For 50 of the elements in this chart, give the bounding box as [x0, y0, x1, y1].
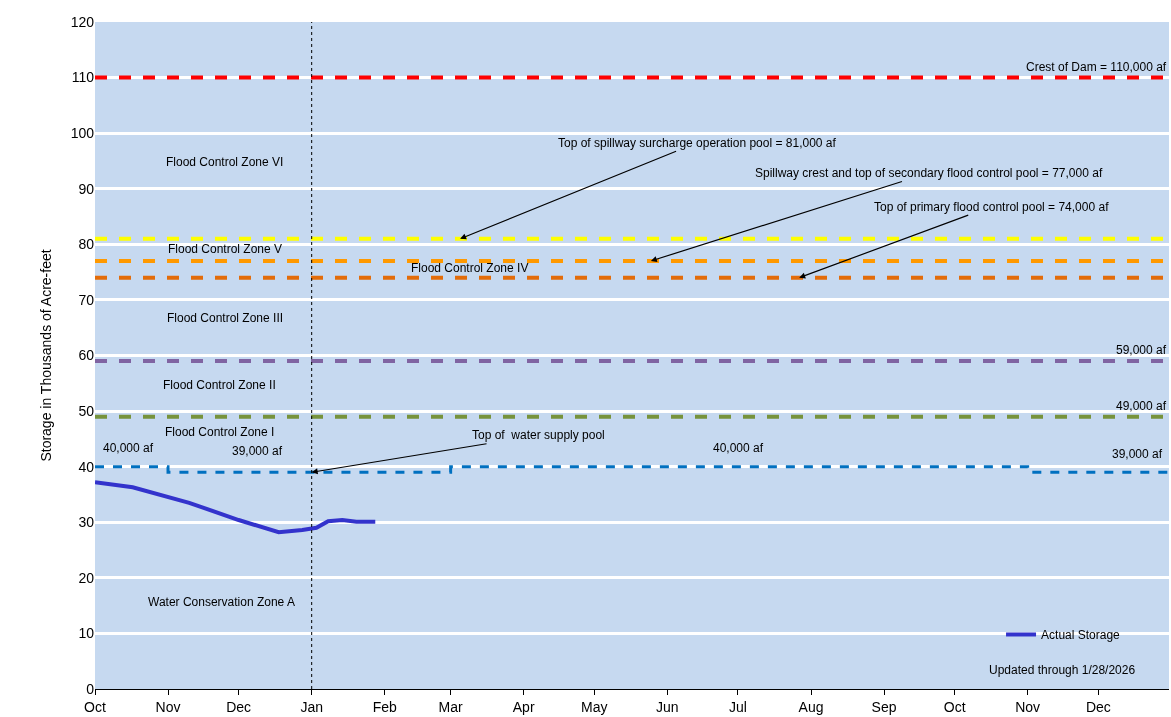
x-tick-label: Jan [300, 698, 323, 715]
x-tick-label: Mar [438, 698, 464, 715]
annotation: Flood Control Zone III [167, 311, 284, 325]
ref-line-label: 59,000 af [1116, 343, 1167, 357]
y-tick-label: 110 [71, 69, 95, 86]
y-tick-label: 90 [78, 180, 95, 197]
annotation: Top of primary flood control pool = 74,000 af [874, 200, 1110, 214]
x-tick-label: Apr [512, 698, 535, 715]
x-tick-label: Feb [372, 698, 397, 715]
annotation: 39,000 af [232, 444, 283, 458]
y-axis-title: Storage in Thousands of Acre-feet [38, 249, 55, 462]
y-tick-label: 10 [78, 625, 95, 642]
annotation: Flood Control Zone I [165, 425, 275, 439]
annotation: Spillway crest and top of secondary flood control pool = 77,000 af [755, 166, 1103, 180]
ref-line-label: Crest of Dam = 110,000 af [1026, 60, 1167, 74]
annotation: 40,000 af [713, 441, 764, 455]
y-tick-label: 100 [70, 125, 95, 142]
annotation: Updated through 1/28/2026 [989, 663, 1136, 677]
annotation: Flood Control Zone V [168, 242, 283, 256]
annotation: Flood Control Zone II [163, 378, 276, 392]
y-tick-label: 50 [78, 402, 95, 419]
annotation: 39,000 af [1112, 447, 1163, 461]
x-tick-label: Dec [1085, 698, 1111, 715]
x-tick-label: Aug [798, 698, 824, 715]
x-tick-label: Oct [84, 698, 106, 715]
annotation: 40,000 af [103, 441, 154, 455]
x-tick-label: Jun [656, 698, 679, 715]
annotation: Top of spillway surcharge operation pool = 81,000 af [558, 136, 837, 150]
y-tick-label: 120 [70, 13, 95, 30]
y-tick-label: 70 [78, 291, 95, 308]
y-tick-label: 40 [78, 458, 95, 475]
annotation: Flood Control Zone IV [411, 261, 529, 275]
annotation: Water Conservation Zone A [148, 595, 295, 609]
x-tick-label: Sep [871, 698, 897, 715]
y-tick-label: 80 [78, 236, 95, 253]
x-tick-label: Oct [943, 698, 966, 715]
x-tick-label: Dec [226, 698, 252, 715]
x-tick-label: Jul [729, 698, 747, 715]
annotation: Flood Control Zone VI [166, 155, 284, 169]
line-series [95, 480, 378, 535]
ref-line-label: 49,000 af [1116, 399, 1167, 413]
x-tick-label: Nov [155, 698, 181, 715]
y-tick-label: 20 [78, 569, 95, 586]
x-tick-label: Nov [1015, 698, 1041, 715]
y-tick-label: 0 [86, 680, 95, 697]
legend-label: Actual Storage [1041, 628, 1121, 643]
y-tick-label: 30 [78, 514, 95, 531]
y-tick-label: 60 [78, 347, 95, 364]
x-tick-label: May [581, 698, 608, 715]
annotation: Top of water supply pool [472, 428, 605, 442]
